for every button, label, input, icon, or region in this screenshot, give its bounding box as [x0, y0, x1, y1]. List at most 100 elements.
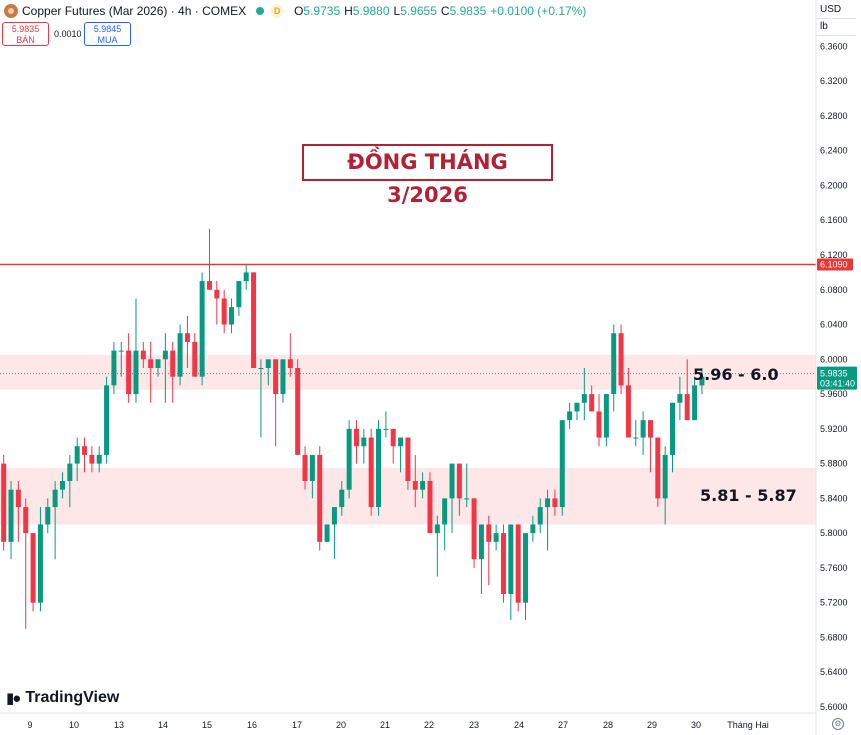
y-tick-label: 5.6400 — [820, 667, 848, 677]
candle-body — [390, 428, 396, 447]
candle-body — [559, 420, 565, 508]
candle-body — [464, 498, 470, 500]
x-tick-label: 20 — [336, 720, 346, 730]
candle-body — [82, 446, 88, 455]
delay-badge[interactable]: D — [270, 4, 285, 18]
candle-body — [265, 359, 271, 368]
y-tick-label: 5.7600 — [820, 563, 848, 573]
x-tick-label: 17 — [292, 720, 302, 730]
candle-body — [405, 437, 411, 481]
candle-body — [398, 437, 404, 447]
y-tick-label: 6.0000 — [820, 354, 848, 364]
candle-body — [449, 463, 455, 499]
sell-price: 5.9835 — [11, 24, 40, 34]
candle-body — [273, 359, 279, 395]
buy-button[interactable]: 5.9845 MUA — [84, 22, 131, 46]
ohlc-open: O5.9735 — [294, 4, 341, 18]
spread-value: 0.0010 — [54, 29, 82, 39]
candle-body — [258, 368, 264, 369]
candle-body — [478, 524, 484, 560]
candle-body — [243, 272, 249, 282]
resistance-price-tag — [817, 258, 853, 271]
candle-body — [567, 411, 573, 421]
candle-body — [596, 411, 602, 438]
candle-body — [118, 350, 124, 352]
candle-body — [309, 454, 315, 481]
candle-body — [368, 437, 374, 508]
candle-body — [633, 437, 639, 439]
x-tick-label: 21 — [380, 720, 390, 730]
x-tick-label: 10 — [69, 720, 79, 730]
candle-body — [177, 333, 183, 377]
candle-body — [89, 454, 95, 464]
candle-body — [420, 481, 426, 490]
candle-body — [427, 481, 433, 534]
candle-body — [383, 428, 389, 430]
ohlc-close: C5.9835 — [440, 4, 487, 18]
y-tick-label: 5.8400 — [820, 493, 848, 503]
candle-body — [625, 385, 631, 438]
candle-body — [471, 498, 477, 560]
candle-body — [214, 289, 220, 299]
candle-body — [251, 272, 257, 368]
candle-body — [184, 333, 190, 342]
candle-body — [361, 437, 367, 447]
ohlc-high: H5.9880 — [344, 4, 390, 18]
candle-body — [104, 385, 110, 455]
x-tick-label: 9 — [27, 720, 32, 730]
y-tick-label: 6.2400 — [820, 146, 848, 156]
y-tick-label: 6.2800 — [820, 111, 848, 121]
x-tick-label: 14 — [158, 720, 168, 730]
x-tick-label: 15 — [202, 720, 212, 730]
candle-body — [206, 281, 212, 290]
candle-body — [670, 402, 676, 455]
candle-body — [96, 454, 102, 464]
y-tick-label: 6.3600 — [820, 41, 848, 51]
candle-body — [74, 446, 80, 464]
candle-body — [552, 498, 558, 508]
candles-layer — [1, 228, 705, 629]
ohlc-change: +0.0100 (+0.17%) — [490, 4, 587, 18]
y-tick-label: 6.1600 — [820, 215, 848, 225]
currency-unit-selector[interactable]: USD lb — [816, 2, 856, 36]
x-tick-label: 30 — [691, 720, 701, 730]
candle-body — [662, 454, 668, 499]
tradingview-mark-icon: ▮● — [6, 690, 21, 707]
candle-body — [8, 489, 14, 542]
sell-button[interactable]: 5.9835 BÁN — [2, 22, 49, 46]
candle-body — [434, 524, 440, 534]
candle-body — [199, 281, 205, 377]
buy-price: 5.9845 — [93, 24, 122, 34]
candle-body — [640, 420, 646, 438]
y-tick-label: 5.9200 — [820, 424, 848, 434]
resistance-price-text: 6.1090 — [820, 260, 848, 270]
currency-label[interactable]: USD — [816, 2, 856, 19]
candle-body — [581, 394, 587, 403]
x-tick-label: 24 — [514, 720, 524, 730]
candle-body — [295, 368, 301, 455]
x-tick-label: 27 — [558, 720, 568, 730]
y-tick-label: 6.1200 — [820, 250, 848, 260]
candle-body — [618, 333, 624, 386]
unit-label[interactable]: lb — [816, 19, 856, 36]
candle-body — [589, 394, 595, 412]
candle-body — [530, 524, 536, 534]
y-tick-label: 5.9600 — [820, 389, 848, 399]
candle-body — [67, 463, 73, 481]
candle-body — [52, 489, 58, 508]
candle-body — [287, 359, 293, 368]
bar-countdown-text: 03:41:40 — [820, 379, 855, 389]
x-tick-label: 22 — [424, 720, 434, 730]
candle-body — [486, 524, 492, 542]
candle-body — [317, 454, 323, 542]
candle-body — [170, 350, 176, 377]
candle-body — [545, 498, 551, 508]
tradingview-logo[interactable]: ▮● TradingView — [6, 689, 119, 707]
x-tick-label: Tháng Hai — [727, 720, 769, 730]
gear-icon[interactable]: ⚙ — [832, 718, 844, 730]
symbol-header[interactable]: Copper Futures (Mar 2026) · 4h · COMEX D… — [4, 2, 586, 20]
x-tick-label: 23 — [469, 720, 479, 730]
symbol-title[interactable]: Copper Futures (Mar 2026) · 4h · COMEX — [22, 4, 247, 18]
candle-body — [647, 420, 653, 438]
